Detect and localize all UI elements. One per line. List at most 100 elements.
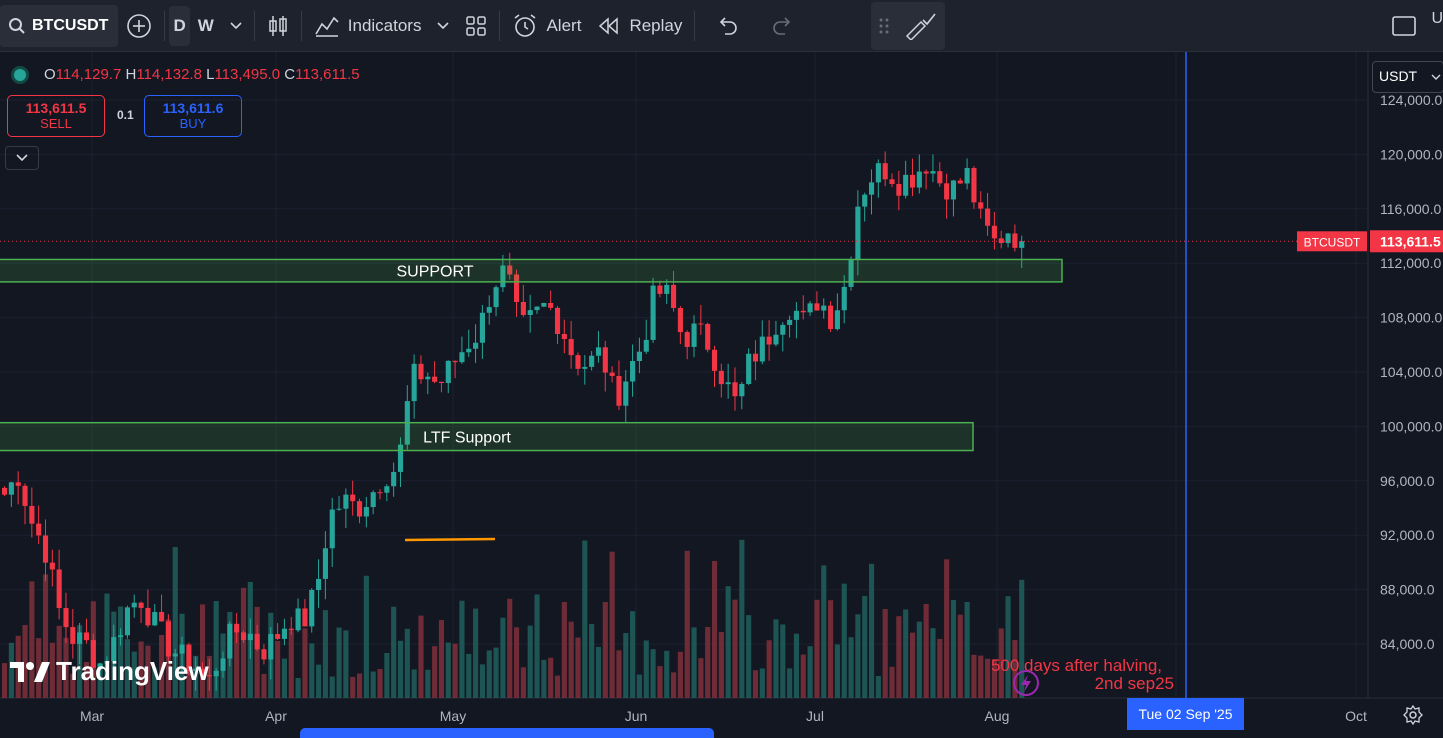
volume-bar-down [29, 581, 35, 698]
volume-bar-down [36, 638, 42, 698]
volume-bar-down [882, 609, 888, 698]
candle-up [780, 324, 786, 335]
candle-up [650, 285, 656, 340]
fullscreen-button[interactable] [1383, 6, 1425, 46]
indicators-button[interactable]: Indicators [306, 6, 430, 46]
candle-down [199, 668, 206, 676]
chart-pane[interactable]: 124,000.0 120,000.0 116,000.0 112,000.0 108,… [0, 52, 1443, 738]
volume-bar-up [445, 642, 451, 698]
candle-up [247, 633, 253, 641]
interval-d-button[interactable]: D [169, 5, 190, 46]
volume-bar-up [787, 668, 793, 698]
buy-button[interactable]: 113,611.6 BUY [144, 95, 242, 137]
time-scroll-bar[interactable] [300, 728, 714, 738]
volume-bar-down [889, 666, 895, 698]
support-zone-label: SUPPORT [396, 264, 473, 281]
price-tick-label: 84,000.0 [1380, 636, 1435, 652]
volume-bar-up [903, 609, 909, 698]
window-icon [1392, 15, 1417, 36]
candle-down [145, 607, 151, 626]
lightning-event-icon[interactable] [1013, 670, 1039, 696]
support-zone-box[interactable] [0, 258, 1063, 283]
candle-down [882, 163, 888, 180]
candle-down [971, 168, 977, 203]
tradingview-logo: TradingView [10, 656, 209, 687]
candle-up [97, 663, 103, 668]
candle-down [418, 363, 424, 380]
volume-bar-down [548, 657, 554, 698]
candle-down [814, 303, 820, 311]
interval-dropdown-button[interactable] [222, 6, 250, 46]
low-label: L [206, 66, 215, 83]
candle-up [493, 287, 499, 308]
volume-bar-up [466, 653, 472, 698]
volume-bar-up [855, 614, 861, 698]
volume-bar-down [159, 635, 165, 698]
volume-bar-up [322, 610, 328, 698]
candle-up [309, 589, 315, 627]
search-icon [9, 17, 25, 34]
candle-up [834, 310, 840, 330]
candle-up [131, 602, 137, 608]
interval-w-button[interactable]: W [197, 15, 214, 35]
sell-button[interactable]: 113,611.5 SELL [7, 95, 105, 137]
redo-button[interactable] [755, 6, 811, 46]
volume-bar-down [350, 676, 356, 698]
trend-line[interactable] [404, 537, 496, 542]
sell-label: SELL [40, 116, 72, 131]
candle-up [316, 578, 322, 590]
top-right-glyph: U [1431, 9, 1443, 27]
compare-button[interactable] [118, 6, 160, 46]
chart-settings-button[interactable] [1403, 704, 1423, 730]
volume-bar-up [411, 669, 417, 698]
candle-up [1019, 241, 1025, 248]
volume-bar-down [568, 621, 574, 698]
candle-up [500, 265, 506, 288]
price-chart[interactable]: 124,000.0 120,000.0 116,000.0 112,000.0 108,… [0, 52, 1443, 738]
open-value: 114,129.7 [55, 66, 122, 83]
volume-bar-up [479, 664, 485, 698]
volume-bar-down [42, 574, 49, 698]
volume-bar-up [118, 606, 124, 698]
drawing-toolbar-toggle[interactable] [871, 1, 946, 50]
volume-bar-down [937, 638, 943, 698]
candle-up [411, 363, 417, 402]
candle-up [479, 312, 485, 343]
replay-button[interactable]: Replay [589, 6, 690, 46]
symbol-search-button[interactable]: BTCUSDT [0, 4, 119, 47]
volume-bar-up [589, 624, 595, 698]
buy-label: BUY [179, 116, 207, 131]
undo-button[interactable] [699, 6, 755, 46]
candle-down [159, 611, 165, 622]
candle-down [29, 505, 35, 524]
volume-bar-down [971, 654, 977, 698]
volume-bar-down [1012, 639, 1018, 698]
pencil-check-icon [906, 13, 936, 40]
time-tick-label: Mar [80, 708, 104, 724]
price-tick-label: 92,000.0 [1380, 527, 1435, 543]
volume-bar-down [145, 645, 151, 698]
candle-down [302, 608, 308, 627]
chevron-down-icon [1431, 74, 1441, 80]
candle-up [152, 611, 158, 626]
last-price-tag [1370, 230, 1443, 253]
volume-bar-up [500, 617, 506, 698]
currency-select[interactable]: USDT [1372, 61, 1443, 93]
collapse-legend-button[interactable] [5, 146, 39, 170]
indicators-dropdown-button[interactable] [429, 6, 457, 46]
volume-bar-down [22, 625, 28, 698]
alert-button[interactable]: Alert [504, 6, 589, 46]
volume-bar-up [459, 600, 465, 698]
support-zone-box[interactable] [0, 421, 974, 452]
candle-down [520, 301, 526, 315]
volume-bar-up [8, 642, 14, 698]
volume-bar-up [691, 627, 697, 698]
chart-type-button[interactable] [259, 6, 297, 46]
separator [164, 10, 166, 41]
candle-up [124, 607, 130, 636]
layouts-button[interactable] [457, 6, 495, 46]
low-value: 113,495.0 [214, 66, 281, 83]
time-tick-label: Jul [806, 708, 824, 724]
volume-bar-down [199, 604, 206, 698]
price-tick-label: 120,000.0 [1380, 146, 1442, 162]
